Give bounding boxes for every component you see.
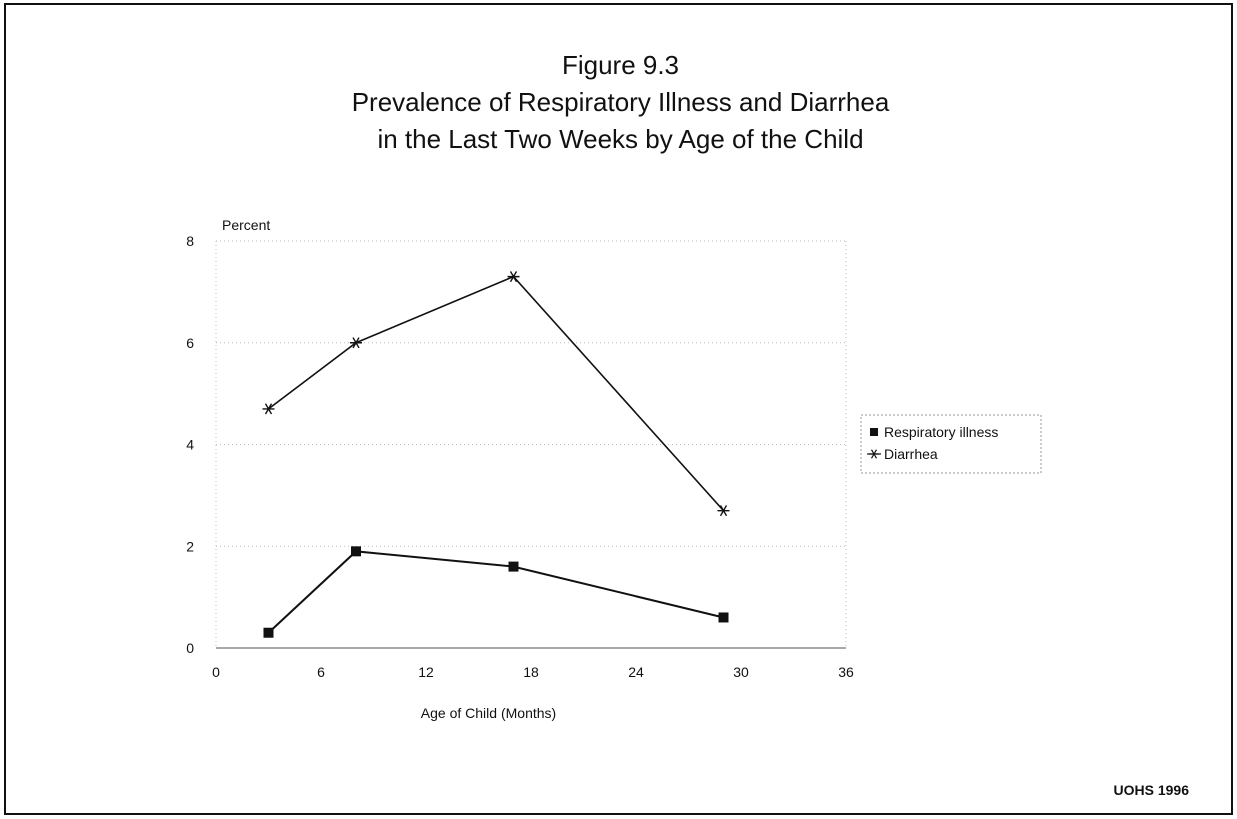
legend-label: Diarrhea	[884, 446, 938, 462]
x-tick-label: 18	[523, 664, 539, 680]
data-point-diarrhea	[262, 403, 275, 415]
x-axis-label: Age of Child (Months)	[421, 705, 556, 721]
legend-marker-diarrhea	[869, 449, 879, 459]
data-point-respiratory-illness	[508, 561, 519, 572]
data-point-diarrhea	[717, 505, 730, 517]
y-tick-label: 8	[186, 233, 194, 249]
data-point-diarrhea	[507, 271, 520, 283]
y-axis-label: Percent	[222, 217, 270, 233]
y-tick-label: 2	[186, 538, 194, 554]
x-tick-label: 12	[418, 664, 434, 680]
figure-frame: Figure 9.3 Prevalence of Respiratory Ill…	[4, 3, 1233, 815]
data-point-respiratory-illness	[263, 627, 274, 638]
x-tick-label: 36	[838, 664, 854, 680]
y-tick-label: 0	[186, 640, 194, 656]
x-tick-label: 6	[317, 664, 325, 680]
legend-label: Respiratory illness	[884, 424, 998, 440]
x-tick-label: 0	[212, 664, 220, 680]
chart-title-line-2: in the Last Two Weeks by Age of the Chil…	[377, 124, 864, 154]
y-tick-label: 4	[186, 437, 194, 453]
legend-marker-respiratory-illness	[870, 428, 878, 436]
source-note: UOHS 1996	[1113, 782, 1189, 798]
chart-title-line-1: Prevalence of Respiratory Illness and Di…	[351, 87, 890, 117]
figure-number: Figure 9.3	[561, 50, 680, 80]
x-tick-label: 24	[628, 664, 644, 680]
data-point-diarrhea	[350, 337, 362, 349]
y-tick-label: 6	[186, 335, 194, 351]
series-line-diarrhea	[268, 275, 725, 512]
data-point-respiratory-illness	[718, 612, 729, 623]
legend-box	[860, 414, 1042, 474]
data-point-respiratory-illness	[351, 546, 361, 557]
series-line-respiratory-illness	[267, 550, 724, 634]
x-tick-label: 30	[733, 664, 749, 680]
